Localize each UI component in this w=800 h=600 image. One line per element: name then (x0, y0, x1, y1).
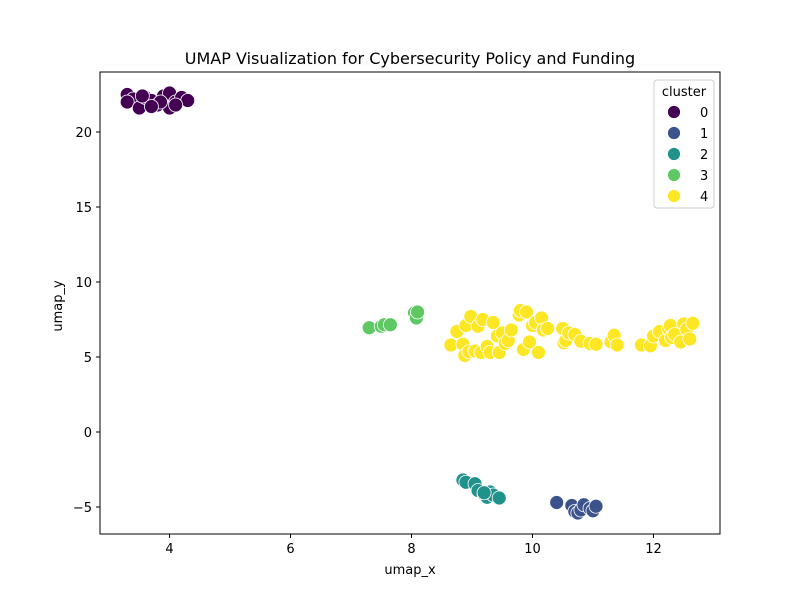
x-tick-label: 12 (645, 542, 662, 557)
y-axis-label: umap_y (51, 280, 66, 332)
legend-title: cluster (662, 85, 707, 100)
data-point-cluster-1 (588, 498, 604, 514)
legend-label-0: 0 (700, 106, 708, 121)
chart-title: UMAP Visualization for Cybersecurity Pol… (185, 49, 635, 68)
legend-marker-1 (667, 126, 681, 140)
y-tick-label: 0 (84, 426, 92, 441)
y-tick-label: 20 (75, 126, 92, 141)
data-point-cluster-4 (519, 304, 534, 320)
legend-marker-2 (667, 147, 681, 161)
data-point-cluster-4 (540, 321, 556, 336)
data-point-cluster-4 (609, 337, 625, 353)
x-tick-label: 8 (407, 542, 415, 557)
legend-label-3: 3 (700, 169, 708, 184)
data-point-cluster-2 (476, 485, 492, 501)
data-point-cluster-4 (682, 331, 698, 347)
legend-label-2: 2 (700, 148, 708, 163)
x-tick-label: 10 (524, 542, 541, 557)
legend: cluster 0 1 2 3 4 (653, 79, 715, 209)
x-axis-label: umap_x (384, 563, 436, 578)
legend-label-1: 1 (700, 127, 708, 142)
data-point-cluster-2 (491, 490, 507, 506)
data-point-cluster-0 (168, 97, 184, 113)
data-point-cluster-0 (134, 88, 150, 104)
data-point-cluster-4 (531, 345, 546, 360)
y-tick-label: 10 (75, 276, 92, 291)
x-tick-label: 6 (286, 542, 294, 557)
data-point-cluster-4 (485, 315, 501, 330)
y-tick-label: −5 (73, 501, 92, 516)
data-point-cluster-3 (382, 317, 398, 333)
legend-marker-0 (667, 105, 681, 119)
x-tick-label: 4 (165, 542, 173, 557)
data-point-cluster-0 (119, 94, 135, 110)
data-point-cluster-4 (685, 315, 701, 331)
plot-frame (99, 71, 721, 535)
legend-marker-4 (667, 189, 681, 203)
data-point-cluster-1 (549, 495, 565, 510)
data-point-cluster-3 (410, 304, 425, 320)
legend-marker-3 (667, 168, 681, 182)
data-point-cluster-0 (144, 99, 159, 114)
data-point-cluster-4 (522, 334, 537, 350)
y-tick-label: 15 (75, 201, 92, 216)
data-point-cluster-4 (503, 322, 519, 338)
plot-area (119, 85, 701, 521)
y-tick-label: 5 (84, 351, 92, 366)
data-point-cluster-4 (588, 336, 604, 352)
legend-label-4: 4 (700, 190, 708, 205)
